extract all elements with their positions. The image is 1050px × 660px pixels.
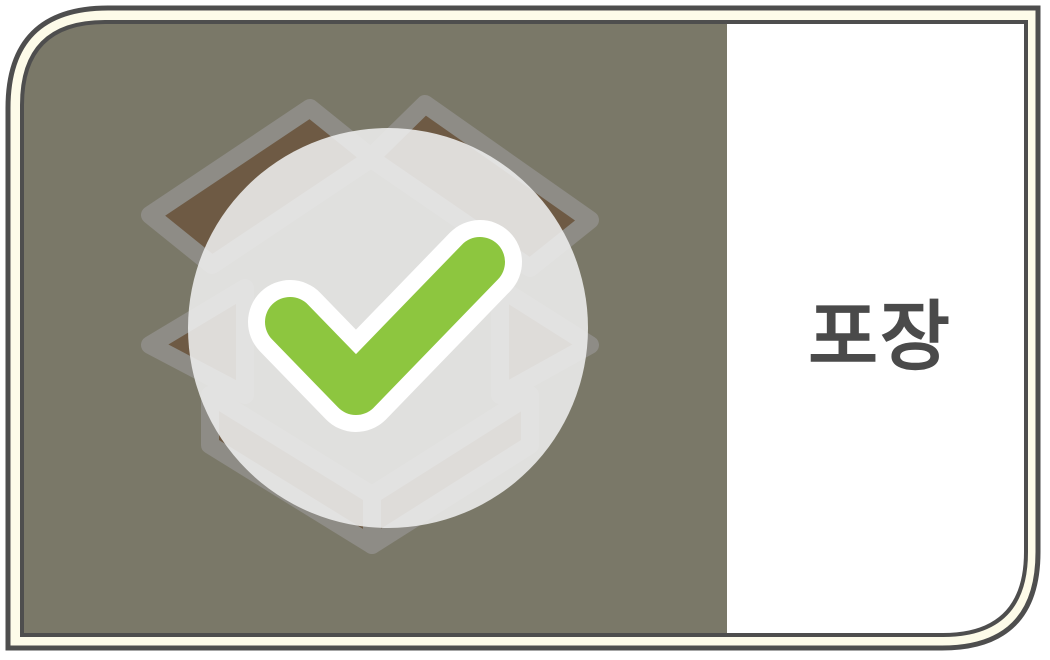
checkmark-icon: [248, 220, 522, 432]
card-label: 포장: [808, 292, 952, 381]
card-inner-frame: [20, 20, 1028, 637]
